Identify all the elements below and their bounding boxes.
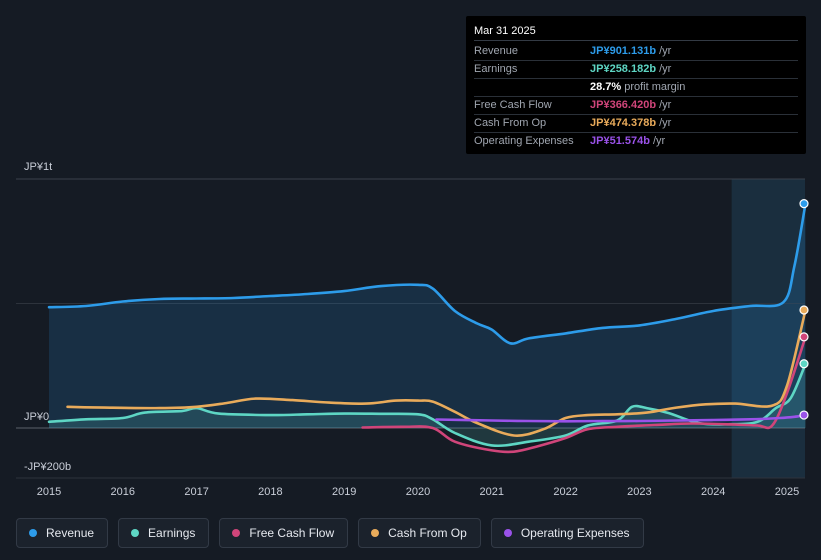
tooltip-label: Free Cash Flow: [474, 99, 552, 111]
tooltip-value: JP¥901.131b: [590, 45, 657, 57]
tooltip-unit: /yr: [659, 45, 672, 57]
tooltip: Mar 31 2025 Revenue JP¥901.131b/yr Earning…: [466, 16, 806, 154]
x-tick-2022: 2022: [553, 486, 577, 498]
y-label-bottom: -JP¥200b: [24, 461, 71, 473]
tooltip-unit: /yr: [652, 135, 666, 147]
free-cash-flow-line: [361, 335, 807, 454]
legend-item-free-cash-flow[interactable]: Free Cash Flow: [219, 518, 349, 548]
series-lines: [47, 202, 807, 454]
y-label-zero: JP¥0: [24, 411, 49, 423]
tooltip-rows: Revenue JP¥901.131b/yr Earnings JP¥258.182b…: [474, 43, 798, 150]
tooltip-unit: /yr: [659, 99, 672, 111]
legend-item-cash-from-op[interactable]: Cash From Op: [358, 518, 481, 548]
legend-label: Earnings: [148, 526, 196, 540]
legend-dot-icon: [232, 529, 241, 537]
tooltip-label: Earnings: [474, 63, 518, 75]
legend: Revenue Earnings Free Cash Flow Cash From O…: [16, 518, 644, 548]
legend-label: Revenue: [46, 526, 95, 540]
tooltip-unit: /yr: [659, 63, 672, 75]
legend-item-revenue[interactable]: Revenue: [16, 518, 109, 548]
legend-dot-icon: [131, 529, 140, 537]
tooltip-label: Cash From Op: [474, 117, 547, 129]
tooltip-label: Operating Expenses: [474, 135, 574, 147]
x-tick-2016: 2016: [111, 486, 135, 498]
cash-from-op-endpoint: [799, 305, 809, 315]
revenue-line: [47, 202, 807, 345]
legend-item-earnings[interactable]: Earnings: [118, 518, 210, 548]
x-tick-2021: 2021: [480, 486, 504, 498]
earnings-area: [49, 363, 806, 446]
tooltip-label: [474, 79, 590, 96]
x-tick-2023: 2023: [627, 486, 651, 498]
series-areas: [49, 203, 806, 446]
tooltip-date: Mar 31 2025: [474, 24, 798, 41]
x-tick-2018: 2018: [258, 486, 282, 498]
tooltip-value: JP¥51.574b: [590, 135, 650, 147]
x-tick-2025: 2025: [775, 486, 799, 498]
tooltip-row: Earnings JP¥258.182b/yr: [474, 61, 798, 79]
revenue-area: [49, 203, 806, 428]
revenue-endpoint: [799, 199, 809, 209]
operating-expenses-line: [435, 413, 807, 423]
tooltip-unit: profit margin: [624, 81, 686, 93]
legend-item-operating-expenses[interactable]: Operating Expenses: [490, 518, 644, 548]
legend-dot-icon: [29, 529, 37, 537]
x-axis: 2015 2016 2017 2018 2019 2020 2021 2022 2023 2024…: [37, 486, 799, 498]
tooltip-row: Free Cash Flow JP¥366.420b/yr: [474, 97, 798, 115]
free-cash-flow-endpoint: [799, 332, 809, 342]
legend-dot-icon: [371, 529, 380, 537]
tooltip-value: JP¥474.378b: [590, 117, 657, 129]
tooltip-row: 28.7% profit margin: [474, 79, 798, 97]
x-tick-2015: 2015: [37, 486, 61, 498]
x-tick-2020: 2020: [406, 486, 430, 498]
operating-expenses-endpoint: [799, 410, 809, 420]
tooltip-row: Revenue JP¥901.131b/yr: [474, 43, 798, 61]
x-tick-2017: 2017: [184, 486, 208, 498]
tooltip-row: Operating Expenses JP¥51.574b/yr: [474, 133, 798, 150]
cash-from-op-line: [66, 308, 807, 437]
legend-label: Operating Expenses: [520, 526, 630, 540]
tooltip-unit: /yr: [659, 117, 672, 129]
tooltip-value: JP¥366.420b: [590, 99, 657, 111]
series-endpoints: [799, 199, 809, 420]
legend-label: Cash From Op: [388, 526, 467, 540]
y-label-top: JP¥1t: [24, 161, 52, 173]
tooltip-label: Revenue: [474, 45, 519, 57]
legend-dot-icon: [503, 529, 512, 537]
legend-label: Free Cash Flow: [249, 526, 335, 540]
x-tick-2024: 2024: [701, 486, 725, 498]
tooltip-value: 28.7%: [590, 81, 622, 93]
tooltip-row: Cash From Op JP¥474.378b/yr: [474, 115, 798, 133]
earnings-endpoint: [799, 359, 809, 369]
tooltip-value: JP¥258.182b: [590, 63, 657, 75]
x-tick-2019: 2019: [332, 486, 356, 498]
